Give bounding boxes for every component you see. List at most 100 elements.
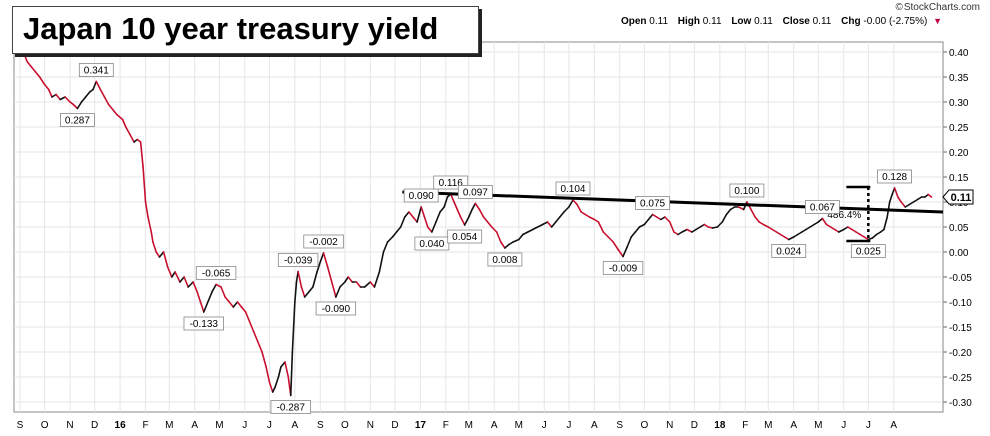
x-tick-label: A [292, 420, 299, 431]
series-segment [593, 218, 600, 223]
series-segment [72, 103, 79, 110]
data-label-text: 0.025 [856, 247, 881, 258]
series-segment [677, 231, 683, 236]
series-segment [155, 251, 161, 258]
data-label-text: 0.075 [640, 199, 665, 210]
series-segment [129, 133, 135, 143]
series-segment [449, 193, 455, 203]
series-segment [274, 376, 280, 388]
series-segment [297, 270, 303, 288]
series-segment [711, 226, 719, 229]
series-segment [142, 166, 147, 203]
x-tick-label: M [515, 420, 523, 431]
data-label-box [457, 185, 493, 199]
data-label--0.002: -0.002 [303, 234, 344, 249]
x-tick-label: A [591, 420, 598, 431]
series-segment [439, 206, 445, 213]
data-label-text: -0.002 [309, 237, 338, 248]
series-segment [527, 228, 534, 233]
series-segment [232, 301, 239, 308]
series-segment [199, 301, 205, 313]
series-segment [771, 228, 778, 233]
series-segment [703, 223, 710, 228]
series-segment [330, 281, 337, 298]
data-label-box [877, 169, 912, 184]
x-tick-label: N [666, 420, 673, 431]
data-label-box [804, 200, 840, 214]
data-label-text: 0.008 [492, 255, 517, 266]
series-segment [103, 96, 110, 106]
series-segment [26, 61, 33, 68]
series-segment [821, 217, 828, 226]
x-tick-label: S [616, 420, 623, 431]
data-label-box [729, 183, 765, 198]
x-tick-label: S [17, 420, 24, 431]
series-segment [630, 231, 637, 238]
x-tick-label: D [691, 420, 698, 431]
series-segment [572, 199, 578, 206]
series-segment [536, 223, 544, 228]
series-segment [716, 221, 724, 228]
series-segment [373, 271, 381, 288]
data-label-0.128: 0.128 [877, 169, 912, 184]
series-segment [695, 226, 701, 231]
data-label-text: 0.100 [734, 186, 759, 197]
series-segment [268, 381, 274, 393]
series-segment [158, 251, 165, 258]
copyright-icon: © [895, 2, 903, 13]
series-segment [478, 208, 485, 218]
data-label-box [487, 252, 523, 267]
series-segment [554, 216, 561, 223]
series-segment [92, 80, 98, 91]
y-tick-label: 0.20 [949, 148, 969, 159]
data-label-0.100: 0.100 [729, 183, 765, 198]
data-label-text: 0.128 [882, 172, 907, 183]
series-segment [541, 221, 549, 226]
series-segment [420, 206, 426, 218]
data-label-text: -0.133 [190, 319, 219, 330]
series-segment [162, 251, 169, 268]
x-tick-label: A [491, 420, 498, 431]
series-segment [125, 126, 131, 136]
data-label--0.009: -0.009 [602, 261, 644, 275]
series-segment [47, 88, 53, 98]
series-segment [750, 208, 756, 218]
last-value-label: 0.11 [951, 192, 972, 204]
series-segment [453, 201, 459, 211]
y-tick-label: 0.00 [949, 248, 969, 259]
series-segment [568, 199, 574, 208]
series-segment [395, 226, 402, 233]
series-segment [265, 366, 271, 383]
x-tick-label: O [640, 420, 648, 431]
data-label-0.008: 0.008 [487, 252, 523, 267]
data-label-0.097: 0.097 [457, 185, 493, 199]
series-segment [339, 281, 346, 288]
data-label--0.065: -0.065 [195, 266, 237, 280]
data-label-0.025: 0.025 [850, 244, 886, 258]
series-segment [809, 223, 815, 228]
low-label: Low [731, 16, 752, 27]
chart-title-box: Japan 10 year treasury yield [12, 6, 479, 54]
series-segment [170, 271, 176, 278]
data-label-text: 0.287 [65, 116, 90, 127]
x-tick-label: J [542, 420, 547, 431]
x-tick-label: J [841, 420, 846, 431]
series-segment [602, 231, 610, 238]
chg-label: Chg [841, 16, 861, 27]
data-label-box [303, 234, 344, 249]
series-segment [99, 88, 106, 98]
series-segment [829, 226, 836, 231]
series-segment [512, 238, 520, 243]
series-segment [805, 226, 811, 231]
series-segment [851, 228, 857, 233]
x-tick-label: J [866, 420, 871, 431]
series-segment [559, 211, 565, 218]
series-segment [121, 118, 127, 128]
series-segment [152, 241, 157, 253]
series-segment [355, 281, 362, 288]
data-label-text: -0.009 [609, 264, 638, 275]
series-segment [196, 291, 202, 303]
x-tick-label: A [890, 420, 897, 431]
data-label--0.287: -0.287 [270, 400, 311, 414]
